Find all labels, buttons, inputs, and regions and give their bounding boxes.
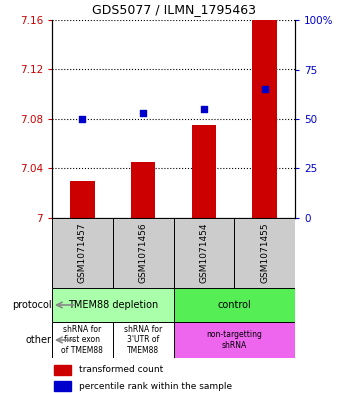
Bar <box>113 322 173 358</box>
Text: transformed count: transformed count <box>79 365 163 375</box>
Text: protocol: protocol <box>12 300 52 310</box>
Text: percentile rank within the sample: percentile rank within the sample <box>79 382 232 391</box>
Bar <box>192 125 216 218</box>
Bar <box>70 181 95 218</box>
Text: shRNA for
3'UTR of
TMEM88: shRNA for 3'UTR of TMEM88 <box>124 325 162 355</box>
Point <box>140 110 146 116</box>
Text: control: control <box>217 300 251 310</box>
Bar <box>52 288 173 322</box>
Bar <box>173 288 295 322</box>
Text: GSM1071457: GSM1071457 <box>78 223 87 283</box>
Bar <box>173 322 295 358</box>
Text: shRNA for
first exon
of TMEM88: shRNA for first exon of TMEM88 <box>62 325 103 355</box>
Bar <box>52 322 113 358</box>
Bar <box>54 382 71 391</box>
Title: GDS5077 / ILMN_1795463: GDS5077 / ILMN_1795463 <box>91 3 255 16</box>
Text: GSM1071454: GSM1071454 <box>199 223 208 283</box>
Bar <box>52 218 113 288</box>
Text: GSM1071456: GSM1071456 <box>139 223 148 283</box>
Bar <box>173 218 234 288</box>
Text: TMEM88 depletion: TMEM88 depletion <box>68 300 158 310</box>
Point <box>201 106 207 112</box>
Bar <box>54 365 71 375</box>
Bar <box>113 218 173 288</box>
Bar <box>131 162 155 218</box>
Bar <box>234 218 295 288</box>
Point <box>80 116 85 122</box>
Point <box>262 86 267 92</box>
Text: GSM1071455: GSM1071455 <box>260 223 269 283</box>
Text: other: other <box>26 335 52 345</box>
Bar <box>253 20 277 218</box>
Text: non-targetting
shRNA: non-targetting shRNA <box>206 330 262 350</box>
